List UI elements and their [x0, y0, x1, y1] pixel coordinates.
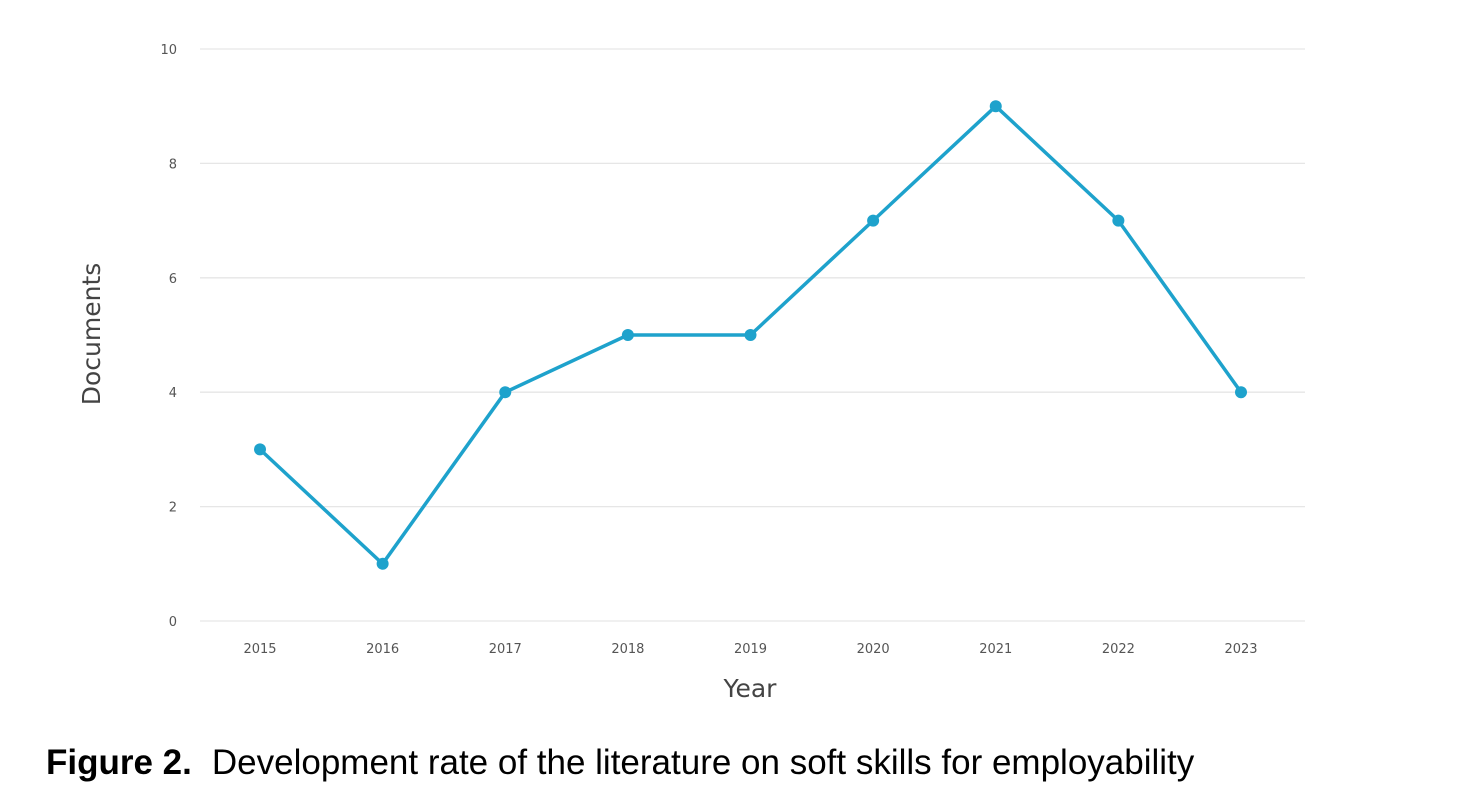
y-tick-label: 6	[169, 272, 177, 287]
data-point	[989, 100, 1002, 113]
x-axis-ticks: 2015 2016 2017 2018 2019 2020 2021 2022 2023	[243, 642, 1257, 657]
y-tick-label: 0	[169, 615, 177, 630]
chart-figure: 0 2 4 6 8 10 2015 2016 2017 2018 2019 2020 2021 2022…	[77, 43, 1305, 703]
x-tick-label: 2022	[1102, 642, 1135, 657]
x-axis-title: Year	[723, 674, 778, 703]
figure-label: Figure 2.	[46, 743, 192, 782]
figure-caption-text: Development rate of the literature on so…	[211, 743, 1195, 782]
data-point	[1112, 214, 1125, 227]
y-tick-label: 8	[169, 157, 177, 172]
data-point	[744, 329, 757, 341]
data-point	[867, 214, 880, 227]
x-tick-label: 2016	[366, 642, 399, 657]
data-point	[254, 443, 266, 456]
y-axis-ticks: 0 2 4 6 8 10	[160, 43, 177, 630]
data-point	[621, 329, 634, 341]
data-point	[376, 557, 389, 570]
line-chart: 0 2 4 6 8 10 2015 2016 2017 2018 2019 2020 2021 2022…	[77, 43, 1305, 703]
figure-caption: Figure 2. Development rate of the literat…	[46, 738, 1456, 788]
x-tick-label: 2017	[489, 642, 522, 657]
y-tick-label: 2	[169, 501, 177, 516]
x-tick-label: 2015	[243, 642, 276, 657]
x-tick-label: 2021	[979, 642, 1012, 657]
y-tick-label: 10	[160, 43, 177, 58]
y-tick-label: 4	[169, 386, 177, 401]
x-tick-label: 2019	[734, 642, 767, 657]
series-layer	[254, 100, 1247, 570]
data-point	[1235, 386, 1247, 399]
x-tick-label: 2018	[611, 642, 644, 657]
x-tick-label: 2023	[1224, 642, 1257, 657]
y-axis-title: Documents	[77, 263, 106, 406]
gridlines	[200, 48, 1305, 622]
x-tick-label: 2020	[857, 642, 890, 657]
data-point	[499, 386, 512, 399]
